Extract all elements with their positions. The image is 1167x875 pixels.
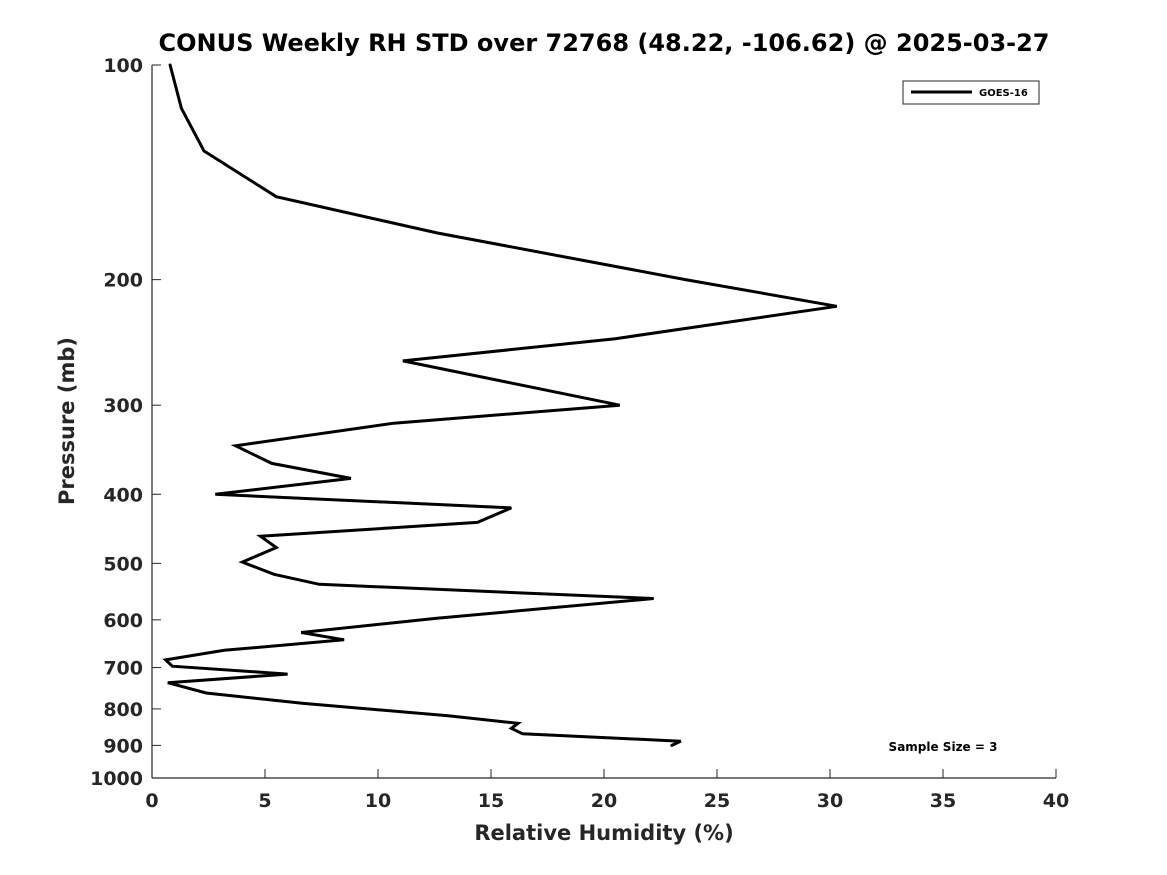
- tick-marks: [151, 64, 1057, 779]
- y-tick-label: 600: [103, 610, 143, 632]
- y-tick-label: 1000: [90, 768, 143, 790]
- y-tick-label: 500: [103, 553, 143, 575]
- y-tick-label: 700: [103, 658, 143, 680]
- y-tick-label: 300: [103, 395, 143, 417]
- chart-title: CONUS Weekly RH STD over 72768 (48.22, -…: [158, 29, 1049, 57]
- y-axis-label: Pressure (mb): [55, 337, 79, 505]
- x-tick-label: 25: [704, 790, 730, 812]
- y-tick-labels: 100 200 300 400 500 600 700 800 900 1000: [90, 55, 143, 790]
- y-tick-label: 900: [103, 735, 143, 757]
- x-tick-label: 40: [1043, 790, 1069, 812]
- x-tick-label: 15: [478, 790, 504, 812]
- sample-size-annotation: Sample Size = 3: [889, 740, 998, 754]
- x-tick-label: 30: [817, 790, 843, 812]
- y-tick-label: 400: [103, 484, 143, 506]
- axes: [151, 65, 1056, 779]
- x-tick-label: 5: [258, 790, 271, 812]
- x-tick-label: 0: [145, 790, 158, 812]
- y-tick-label: 200: [103, 270, 143, 292]
- x-tick-label: 35: [930, 790, 956, 812]
- y-tick-label: 100: [103, 55, 143, 77]
- y-tick-label: 800: [103, 699, 143, 721]
- x-tick-label: 10: [365, 790, 391, 812]
- x-tick-label: 20: [591, 790, 617, 812]
- x-axis-label: Relative Humidity (%): [474, 821, 733, 845]
- legend: GOES-16: [902, 80, 1040, 105]
- x-tick-labels: 0 5 10 15 20 25 30 35 40: [145, 790, 1069, 812]
- series-line-goes-16: [162, 63, 838, 747]
- series-layer: [162, 63, 838, 747]
- legend-label: GOES-16: [979, 88, 1028, 99]
